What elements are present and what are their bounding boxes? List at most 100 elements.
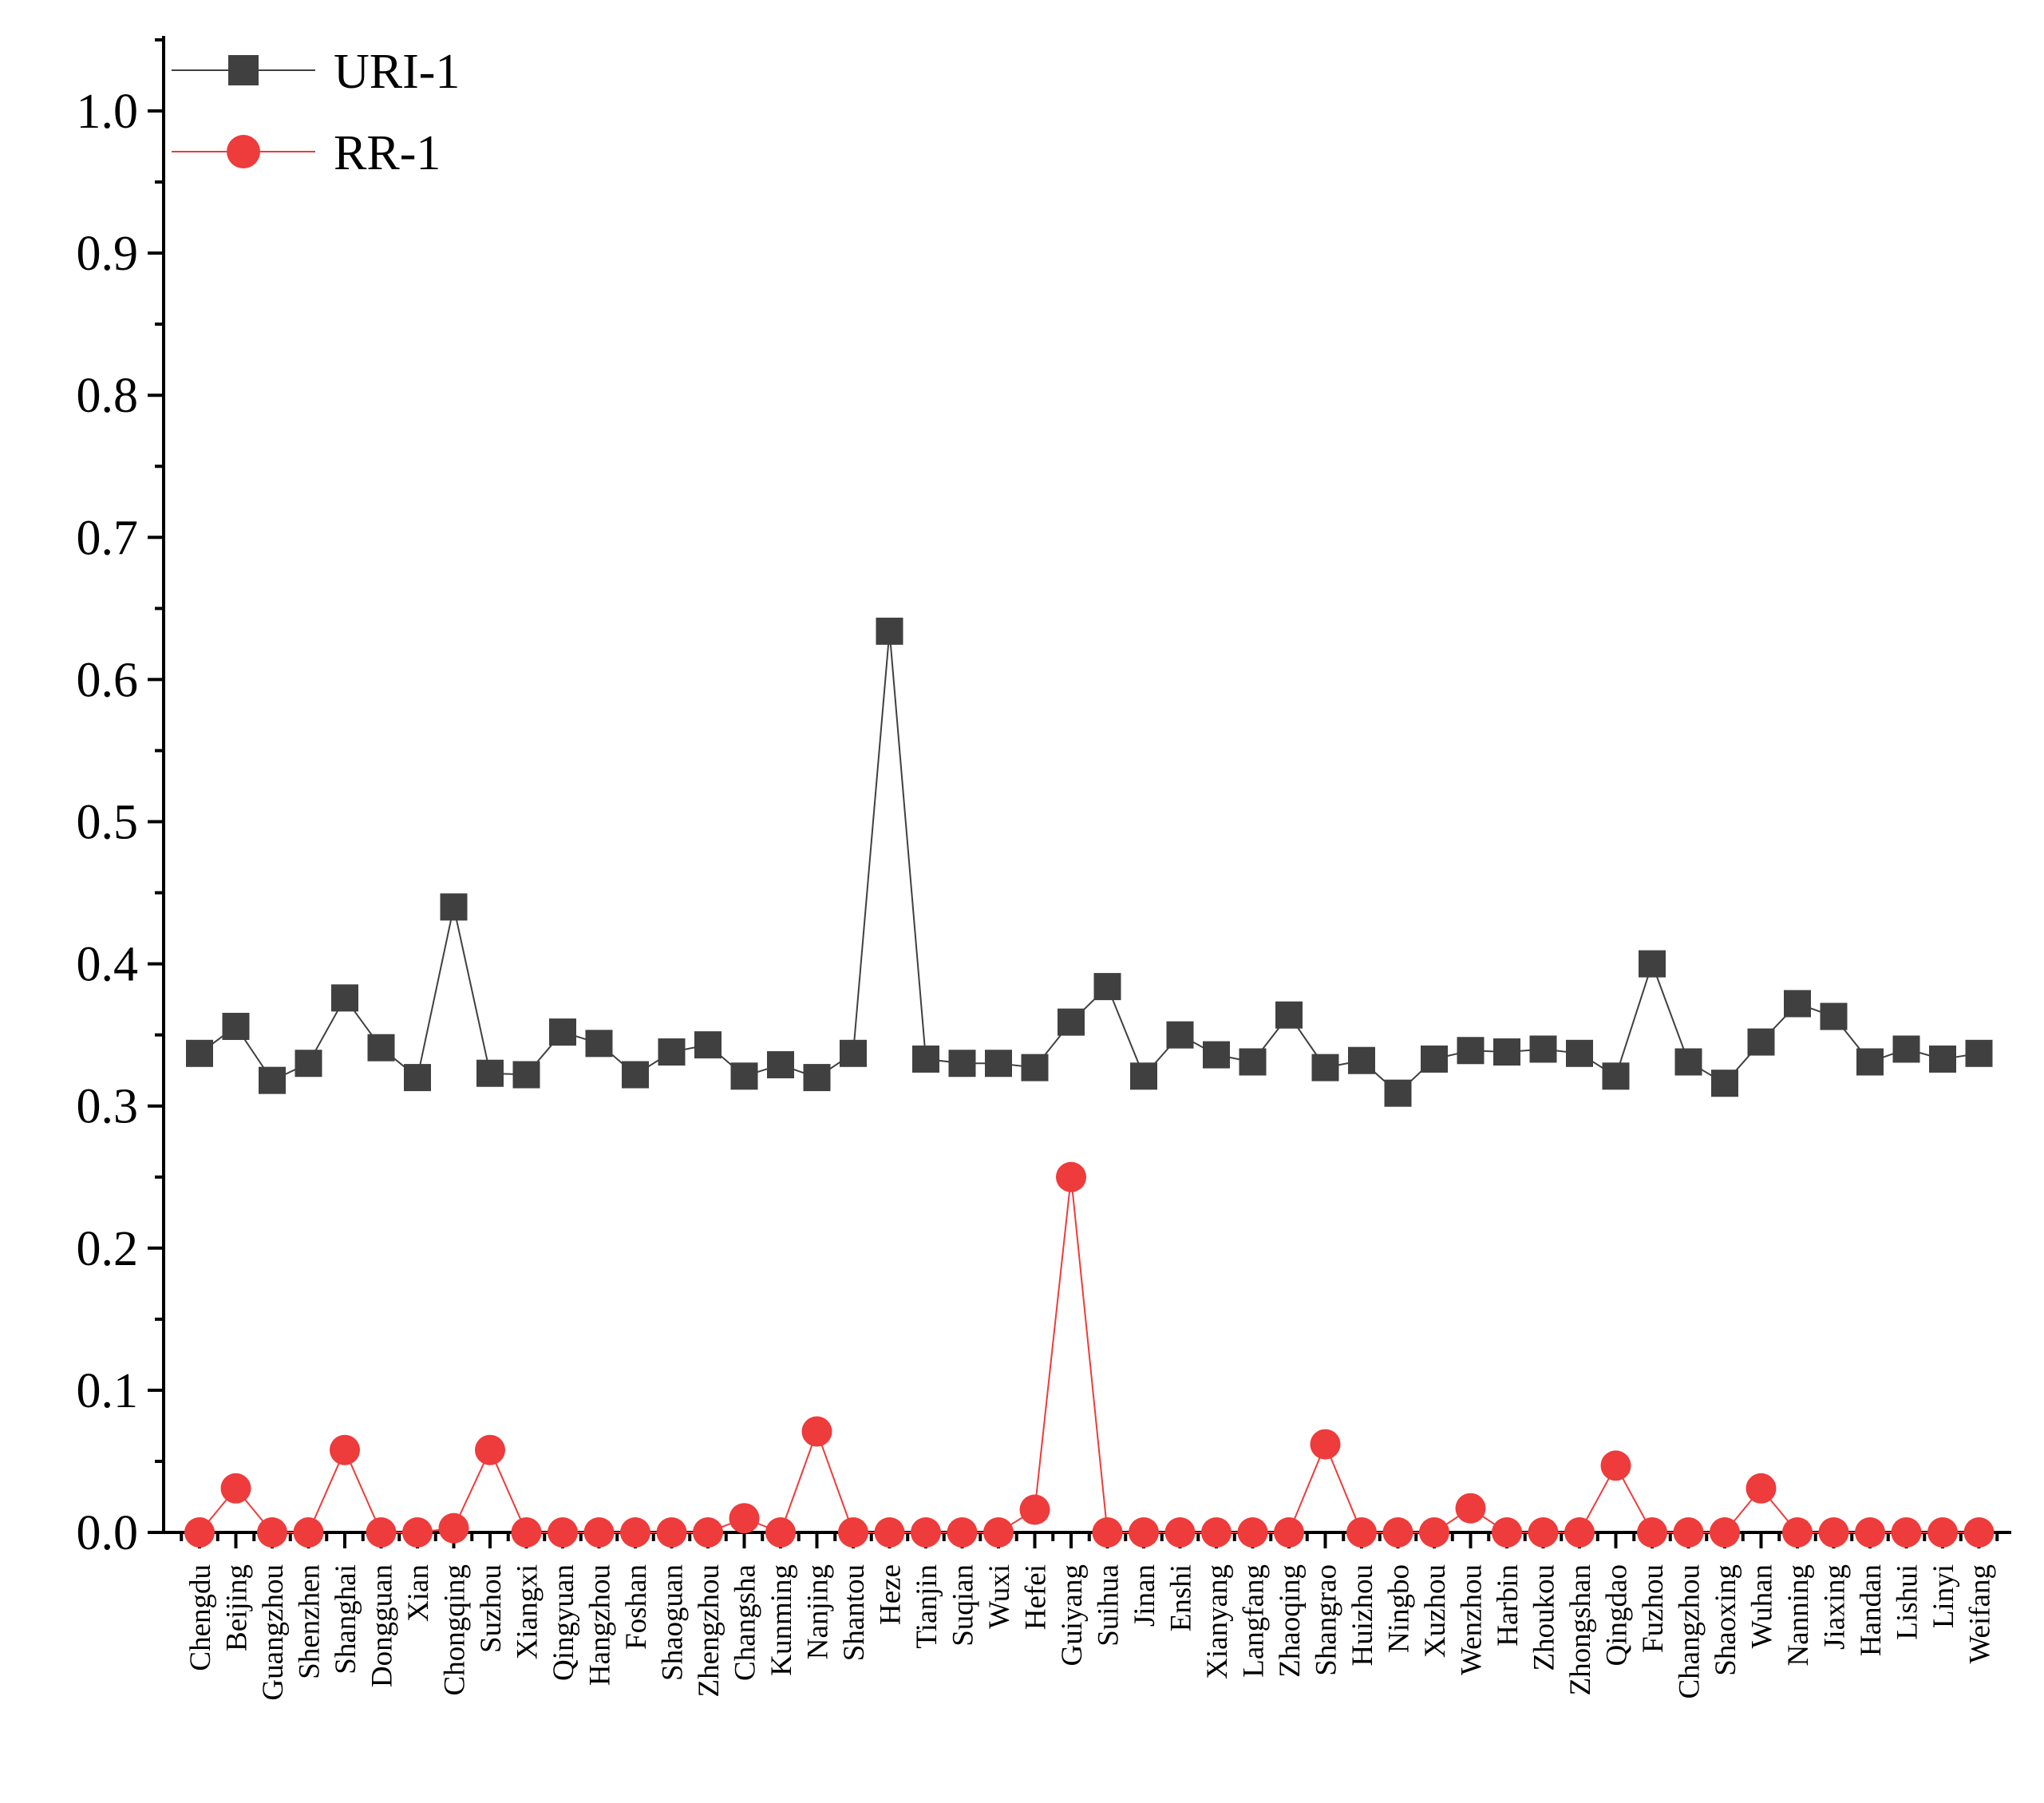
- x-tick-label: Kunming: [765, 1564, 798, 1676]
- x-tick-label: Nanjing: [802, 1564, 835, 1659]
- data-point: [367, 1034, 395, 1062]
- data-point: [1274, 1517, 1304, 1548]
- x-tick-label: Fuzhou: [1637, 1564, 1670, 1653]
- data-point: [1457, 1037, 1485, 1065]
- data-point: [1129, 1517, 1159, 1548]
- x-tick-label: Ningbo: [1383, 1564, 1416, 1653]
- legend-marker: [228, 55, 259, 85]
- data-point: [838, 1517, 868, 1548]
- data-point: [1455, 1493, 1486, 1524]
- data-point: [693, 1517, 723, 1548]
- data-point: [222, 1012, 250, 1040]
- data-point: [622, 1061, 649, 1089]
- data-point: [1310, 1429, 1341, 1460]
- data-point: [1891, 1517, 1922, 1548]
- x-tick-label: Guiyang: [1056, 1564, 1089, 1666]
- data-point: [1166, 1021, 1194, 1049]
- data-point: [438, 1512, 469, 1544]
- data-point: [730, 1062, 758, 1090]
- data-point: [620, 1517, 650, 1548]
- y-tick-label: 0.6: [77, 653, 139, 707]
- data-point: [402, 1517, 433, 1548]
- x-tick-label: Tianjin: [911, 1564, 943, 1649]
- series-layer: [184, 617, 1995, 1548]
- data-point: [184, 1517, 215, 1548]
- data-point: [476, 1059, 504, 1087]
- data-point: [911, 1517, 941, 1548]
- x-tick-label: Changsha: [729, 1564, 762, 1681]
- data-point: [548, 1517, 578, 1548]
- x-tick-label: Harbin: [1492, 1564, 1524, 1647]
- data-point: [1600, 1450, 1631, 1481]
- data-point: [1203, 1041, 1230, 1069]
- data-point: [729, 1503, 760, 1534]
- x-tick-label: Xiangxi: [512, 1564, 544, 1659]
- data-point: [186, 1039, 213, 1067]
- x-tick-label: Nanning: [1782, 1564, 1815, 1666]
- data-point: [1058, 1008, 1085, 1036]
- x-tick-label: Wuxi: [983, 1564, 1016, 1629]
- data-point: [295, 1050, 322, 1077]
- data-point: [1237, 1517, 1268, 1548]
- data-point: [512, 1061, 540, 1089]
- x-tick-label: Xian: [402, 1564, 435, 1622]
- data-point: [1382, 1517, 1413, 1548]
- data-point: [985, 1050, 1012, 1077]
- x-tick-label: Zhaoqing: [1274, 1564, 1307, 1678]
- data-point: [1275, 1001, 1303, 1029]
- x-tick-label: Enshi: [1165, 1564, 1198, 1631]
- x-tick-label: Lishui: [1892, 1564, 1924, 1640]
- x-tick-label: Foshan: [620, 1564, 653, 1650]
- data-point: [656, 1517, 687, 1548]
- x-tick-label: Qingdao: [1601, 1564, 1634, 1666]
- data-point: [1019, 1494, 1050, 1525]
- x-tick-label: Wenzhou: [1456, 1564, 1489, 1675]
- x-tick-label: Hangzhou: [584, 1564, 617, 1686]
- data-point: [1419, 1517, 1449, 1548]
- data-point: [1056, 1161, 1086, 1192]
- x-tick-label: Heze: [875, 1564, 907, 1625]
- data-point: [1164, 1517, 1196, 1548]
- data-point: [1637, 1517, 1667, 1548]
- x-tick-label: Qingyuan: [548, 1564, 580, 1681]
- data-point: [440, 893, 468, 921]
- data-point: [585, 1030, 613, 1058]
- x-tick-label: Changzhou: [1674, 1564, 1706, 1699]
- y-tick-label: 0.1: [77, 1364, 139, 1418]
- x-tick-label: Jinan: [1129, 1564, 1161, 1627]
- series-line-RR-1: [199, 1176, 1979, 1534]
- data-point: [1818, 1517, 1849, 1548]
- data-point: [1710, 1517, 1740, 1548]
- data-point: [765, 1517, 796, 1548]
- data-point: [1384, 1079, 1412, 1107]
- y-tick-label: 0.0: [77, 1506, 139, 1560]
- data-point: [366, 1517, 397, 1548]
- x-tick-label: Suihua: [1093, 1564, 1125, 1647]
- data-point: [1021, 1054, 1049, 1081]
- data-point: [1529, 1035, 1557, 1063]
- x-tick-label: Zhongshan: [1564, 1564, 1597, 1695]
- data-point: [876, 617, 903, 645]
- x-tick-label: Chongqing: [439, 1564, 472, 1695]
- x-tick-label: Langfang: [1238, 1564, 1271, 1678]
- data-point: [1093, 973, 1121, 1001]
- data-point: [404, 1064, 431, 1092]
- data-point: [1674, 1048, 1702, 1076]
- data-point: [1929, 1045, 1956, 1073]
- data-point: [658, 1038, 686, 1066]
- x-tick-label: Shenzhen: [294, 1564, 326, 1679]
- data-point: [549, 1018, 576, 1046]
- data-point: [1492, 1517, 1522, 1548]
- data-point: [1346, 1517, 1377, 1548]
- data-point: [767, 1051, 794, 1079]
- data-point: [874, 1517, 905, 1548]
- data-point: [1566, 1039, 1593, 1067]
- data-point: [1927, 1517, 1958, 1548]
- x-tick-label: Handan: [1855, 1564, 1888, 1656]
- data-point: [1348, 1046, 1375, 1074]
- y-tick-label: 0.2: [77, 1222, 139, 1276]
- data-point: [1564, 1517, 1595, 1548]
- x-tick-label: Shangrao: [1311, 1564, 1343, 1676]
- data-point: [583, 1517, 615, 1548]
